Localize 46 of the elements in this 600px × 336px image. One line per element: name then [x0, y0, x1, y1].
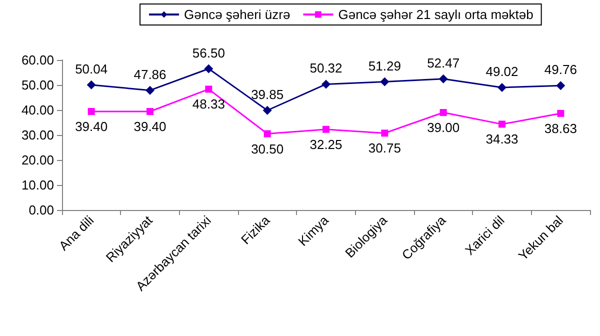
- data-label: 50.04: [75, 61, 108, 76]
- legend-label: Gəncə şəheri üzrə: [184, 7, 290, 22]
- point: [381, 130, 388, 137]
- point: [264, 130, 271, 138]
- data-label: 39.40: [134, 119, 166, 134]
- data-label: 47.86: [134, 66, 166, 82]
- point: [146, 108, 154, 115]
- point: [322, 80, 330, 89]
- data-label: 50.32: [310, 60, 342, 76]
- data-label: 34.33: [486, 132, 518, 147]
- data-label: 51.29: [368, 58, 401, 74]
- point: [380, 77, 390, 86]
- point: [204, 64, 214, 74]
- point: [262, 106, 272, 115]
- legend-label: Gəncə şəhər 21 saylı orta məktəb: [338, 7, 534, 22]
- data-label: 39.00: [427, 120, 460, 135]
- point: [498, 82, 506, 92]
- data-label: 52.47: [427, 55, 460, 70]
- data-label: 49.76: [544, 62, 577, 78]
- text: 40.00: [21, 102, 54, 118]
- x-tick-label: Ana dili: [56, 212, 97, 254]
- text: 10.00: [21, 178, 54, 192]
- text: 60.00: [21, 52, 54, 68]
- text: 0.00: [28, 202, 54, 218]
- data-label: 39.40: [75, 119, 108, 134]
- point: [146, 86, 154, 95]
- text: 30.00: [21, 128, 54, 142]
- point: [438, 74, 448, 84]
- data-label: 38.63: [544, 120, 577, 136]
- data-label: 30.75: [368, 140, 401, 156]
- point: [86, 80, 96, 90]
- point: [205, 86, 212, 93]
- data-label: 49.02: [486, 64, 518, 79]
- data-label: 39.85: [251, 86, 284, 102]
- data-label: 48.33: [192, 96, 225, 112]
- data-label: 30.50: [251, 141, 284, 156]
- point: [440, 109, 447, 116]
- point: [322, 126, 330, 133]
- point: [556, 81, 566, 90]
- point: [557, 110, 564, 117]
- point: [498, 120, 506, 128]
- data-label: 32.25: [310, 136, 342, 152]
- text: 20.00: [21, 152, 54, 168]
- point: [88, 108, 95, 115]
- data-label: 56.50: [192, 45, 225, 60]
- text: 50.00: [21, 78, 54, 92]
